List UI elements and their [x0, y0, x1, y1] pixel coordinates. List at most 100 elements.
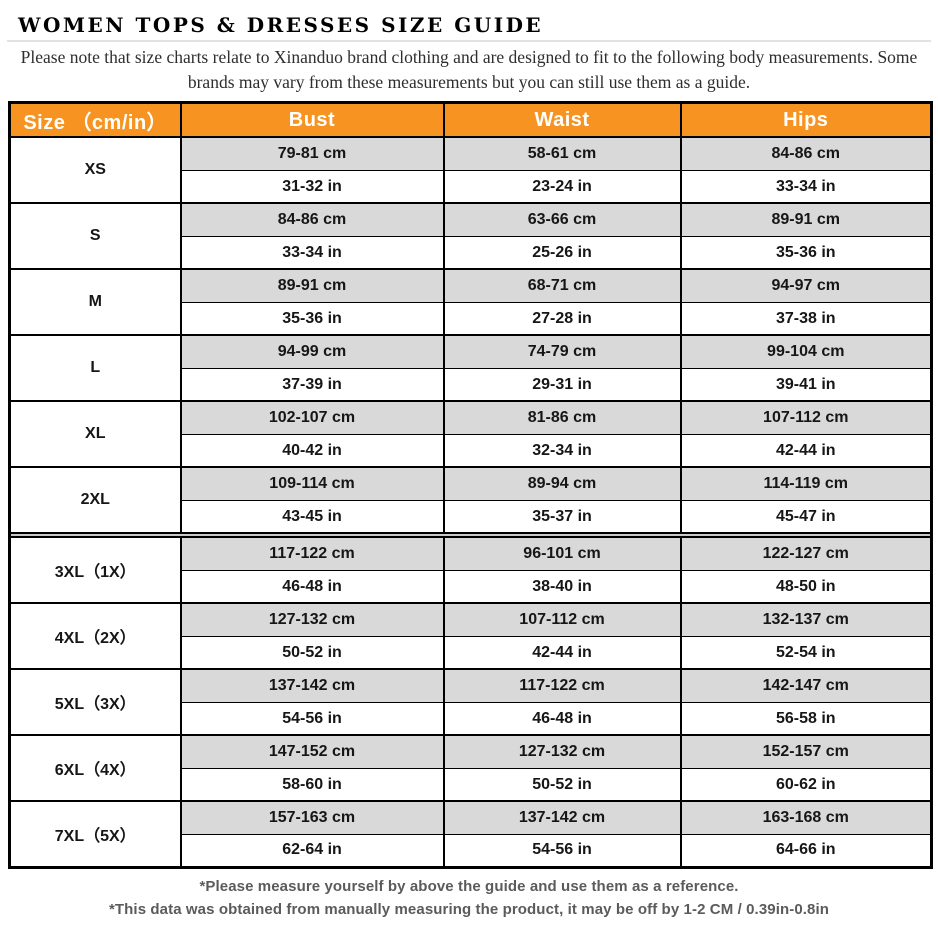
- hips-in-value: 37-38 in: [679, 302, 933, 336]
- hips-in-value: 45-47 in: [679, 500, 933, 534]
- column-header-waist: Waist: [442, 101, 682, 139]
- size-section-5XL3X: 5XL（3X） 137-142 cm 117-122 cm 142-147 cm 54-…: [8, 669, 933, 736]
- in-row: 33-34 in 25-26 in 35-36 in: [10, 236, 933, 270]
- in-row: 31-32 in 23-24 in 33-34 in: [10, 170, 933, 204]
- bust-cm-value: 109-114 cm: [179, 467, 445, 501]
- size-section-3XL1X: 3XL（1X） 117-122 cm 96-101 cm 122-127 cm 46-4…: [8, 537, 933, 604]
- size-label: S: [8, 203, 182, 270]
- bust-in-value: 31-32 in: [179, 170, 445, 204]
- bust-cm-value: 157-163 cm: [179, 801, 445, 835]
- hips-in-value: 33-34 in: [679, 170, 933, 204]
- size-label: 2XL: [8, 467, 182, 534]
- waist-in-value: 32-34 in: [442, 434, 682, 468]
- cm-row: 6XL（4X） 147-152 cm 127-132 cm 152-157 cm: [8, 735, 933, 802]
- cm-row: 2XL 109-114 cm 89-94 cm 114-119 cm: [8, 467, 933, 534]
- bust-in-value: 40-42 in: [179, 434, 445, 468]
- bust-in-value: 54-56 in: [179, 702, 445, 736]
- hips-cm-value: 89-91 cm: [679, 203, 933, 237]
- hips-in-value: 48-50 in: [679, 570, 933, 604]
- plus-size-group-divider: [9, 533, 932, 538]
- cm-row: 7XL（5X） 157-163 cm 137-142 cm 163-168 cm: [8, 801, 933, 868]
- bust-cm-value: 117-122 cm: [179, 537, 445, 571]
- size-section-XL: XL 102-107 cm 81-86 cm 107-112 cm 40-42 in 32…: [8, 401, 933, 468]
- size-section-7XL5X: 7XL（5X） 157-163 cm 137-142 cm 163-168 cm 62-…: [8, 801, 933, 868]
- waist-cm-value: 63-66 cm: [442, 203, 682, 237]
- in-row: 46-48 in 38-40 in 48-50 in: [10, 570, 933, 604]
- cm-row: 4XL（2X） 127-132 cm 107-112 cm 132-137 cm: [8, 603, 933, 670]
- in-row: 40-42 in 32-34 in 42-44 in: [10, 434, 933, 468]
- size-section-6XL4X: 6XL（4X） 147-152 cm 127-132 cm 152-157 cm 58-…: [8, 735, 933, 802]
- cm-row: 5XL（3X） 137-142 cm 117-122 cm 142-147 cm: [8, 669, 933, 736]
- bust-in-value: 35-36 in: [179, 302, 445, 336]
- waist-cm-value: 81-86 cm: [442, 401, 682, 435]
- intro-note: Please note that size charts relate to X…: [20, 47, 918, 93]
- waist-cm-value: 127-132 cm: [442, 735, 682, 769]
- size-section-XS: XS 79-81 cm 58-61 cm 84-86 cm 31-32 in 23-24 …: [8, 137, 933, 204]
- in-row: 35-36 in 27-28 in 37-38 in: [10, 302, 933, 336]
- divider-row: [9, 533, 932, 538]
- waist-cm-value: 107-112 cm: [442, 603, 682, 637]
- size-table-header: Size （cm/in） Bust Waist Hips: [8, 101, 933, 139]
- divider-cell: [9, 533, 932, 538]
- waist-cm-value: 58-61 cm: [442, 137, 682, 171]
- in-row: 54-56 in 46-48 in 56-58 in: [10, 702, 933, 736]
- footnote-measure-reference: *Please measure yourself by above the gu…: [199, 877, 739, 895]
- bust-cm-value: 94-99 cm: [179, 335, 445, 369]
- cm-row: M 89-91 cm 68-71 cm 94-97 cm: [8, 269, 933, 336]
- in-row: 50-52 in 42-44 in 52-54 in: [10, 636, 933, 670]
- column-header-bust: Bust: [179, 101, 445, 139]
- size-label: 7XL（5X）: [8, 801, 182, 868]
- waist-cm-value: 89-94 cm: [442, 467, 682, 501]
- cm-row: S 84-86 cm 63-66 cm 89-91 cm: [8, 203, 933, 270]
- hips-in-value: 42-44 in: [679, 434, 933, 468]
- in-row: 43-45 in 35-37 in 45-47 in: [10, 500, 933, 534]
- size-label: XS: [8, 137, 182, 204]
- hips-cm-value: 99-104 cm: [679, 335, 933, 369]
- hips-in-value: 64-66 in: [679, 834, 933, 868]
- hips-in-value: 56-58 in: [679, 702, 933, 736]
- bust-cm-value: 147-152 cm: [179, 735, 445, 769]
- bust-cm-value: 102-107 cm: [179, 401, 445, 435]
- hips-cm-value: 132-137 cm: [679, 603, 933, 637]
- hips-cm-value: 94-97 cm: [679, 269, 933, 303]
- bust-cm-value: 79-81 cm: [179, 137, 445, 171]
- hips-in-value: 60-62 in: [679, 768, 933, 802]
- size-label: 3XL（1X）: [8, 537, 182, 604]
- waist-in-value: 29-31 in: [442, 368, 682, 402]
- size-table: Size （cm/in） Bust Waist Hips XS 79-81 cm 5…: [8, 100, 933, 869]
- bust-in-value: 37-39 in: [179, 368, 445, 402]
- bust-cm-value: 127-132 cm: [179, 603, 445, 637]
- size-section-M: M 89-91 cm 68-71 cm 94-97 cm 35-36 in 27-28 i…: [8, 269, 933, 336]
- waist-in-value: 54-56 in: [442, 834, 682, 868]
- cm-row: XL 102-107 cm 81-86 cm 107-112 cm: [8, 401, 933, 468]
- size-section-4XL2X: 4XL（2X） 127-132 cm 107-112 cm 132-137 cm 50-…: [8, 603, 933, 670]
- size-label: XL: [8, 401, 182, 468]
- waist-in-value: 42-44 in: [442, 636, 682, 670]
- waist-cm-value: 68-71 cm: [442, 269, 682, 303]
- cm-row: L 94-99 cm 74-79 cm 99-104 cm: [8, 335, 933, 402]
- waist-in-value: 38-40 in: [442, 570, 682, 604]
- in-row: 58-60 in 50-52 in 60-62 in: [10, 768, 933, 802]
- in-row: 37-39 in 29-31 in 39-41 in: [10, 368, 933, 402]
- hips-cm-value: 114-119 cm: [679, 467, 933, 501]
- waist-in-value: 46-48 in: [442, 702, 682, 736]
- bust-cm-value: 84-86 cm: [179, 203, 445, 237]
- size-section-2XL: 2XL 109-114 cm 89-94 cm 114-119 cm 43-45 in 3…: [8, 467, 933, 534]
- waist-cm-value: 74-79 cm: [442, 335, 682, 369]
- size-label: M: [8, 269, 182, 336]
- page-title: WOMEN TOPS & DRESSES SIZE GUIDE: [18, 13, 544, 37]
- cm-row: XS 79-81 cm 58-61 cm 84-86 cm: [8, 137, 933, 204]
- bust-in-value: 62-64 in: [179, 834, 445, 868]
- hips-in-value: 39-41 in: [679, 368, 933, 402]
- size-section-L: L 94-99 cm 74-79 cm 99-104 cm 37-39 in 29-31 …: [8, 335, 933, 402]
- waist-in-value: 25-26 in: [442, 236, 682, 270]
- footnote-measure-tolerance: *This data was obtained from manually me…: [108, 901, 830, 918]
- size-section-S: S 84-86 cm 63-66 cm 89-91 cm 33-34 in 25-26 i…: [8, 203, 933, 270]
- column-header-hips: Hips: [679, 101, 933, 139]
- column-header-size: Size （cm/in）: [8, 101, 182, 139]
- cm-row: 3XL（1X） 117-122 cm 96-101 cm 122-127 cm: [8, 537, 933, 604]
- size-label: 4XL（2X）: [8, 603, 182, 670]
- bust-in-value: 43-45 in: [179, 500, 445, 534]
- waist-in-value: 50-52 in: [442, 768, 682, 802]
